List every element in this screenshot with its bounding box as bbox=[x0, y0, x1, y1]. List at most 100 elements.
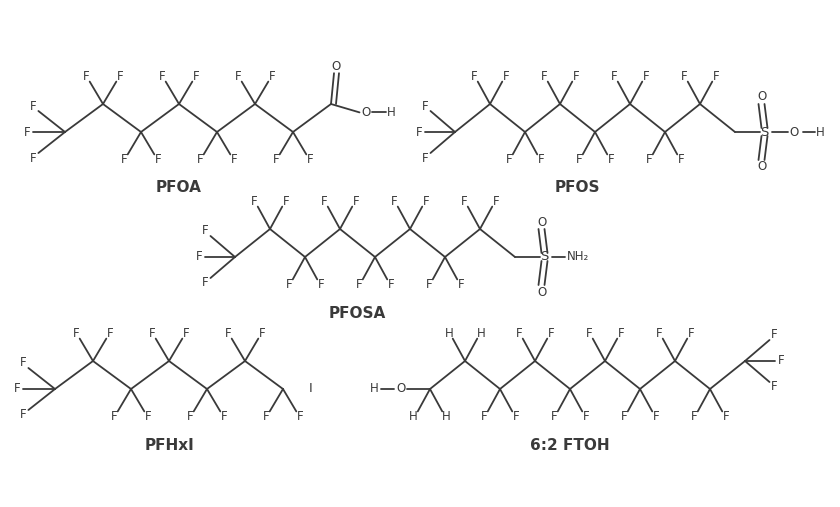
Text: O: O bbox=[538, 285, 547, 299]
Text: F: F bbox=[585, 327, 592, 340]
Text: F: F bbox=[72, 327, 79, 340]
Text: F: F bbox=[159, 70, 165, 83]
Text: O: O bbox=[331, 60, 341, 73]
Text: F: F bbox=[540, 70, 547, 83]
Text: F: F bbox=[611, 70, 617, 83]
Text: F: F bbox=[262, 410, 269, 423]
Text: F: F bbox=[548, 327, 554, 340]
Text: F: F bbox=[250, 195, 257, 208]
Text: F: F bbox=[82, 70, 89, 83]
Text: F: F bbox=[643, 70, 649, 83]
Text: F: F bbox=[231, 153, 238, 166]
Text: F: F bbox=[234, 70, 241, 83]
Text: O: O bbox=[361, 106, 370, 119]
Text: H: H bbox=[442, 410, 450, 423]
Text: F: F bbox=[655, 327, 662, 340]
Text: F: F bbox=[202, 225, 209, 237]
Text: F: F bbox=[678, 153, 685, 166]
Text: F: F bbox=[202, 276, 209, 289]
Text: F: F bbox=[771, 380, 778, 393]
Text: I: I bbox=[309, 382, 312, 395]
Text: F: F bbox=[503, 70, 510, 83]
Text: PFOA: PFOA bbox=[156, 180, 202, 196]
Text: O: O bbox=[758, 161, 767, 173]
Text: S: S bbox=[540, 250, 549, 264]
Text: F: F bbox=[110, 410, 117, 423]
Text: H: H bbox=[370, 382, 379, 395]
Text: F: F bbox=[353, 195, 360, 208]
Text: F: F bbox=[30, 152, 37, 164]
Text: F: F bbox=[283, 195, 290, 208]
Text: F: F bbox=[506, 153, 512, 166]
Text: F: F bbox=[286, 278, 292, 291]
Text: F: F bbox=[538, 153, 544, 166]
Text: F: F bbox=[688, 327, 695, 340]
Text: F: F bbox=[183, 327, 190, 340]
Text: F: F bbox=[575, 153, 582, 166]
Text: O: O bbox=[790, 126, 799, 138]
Text: F: F bbox=[388, 278, 395, 291]
Text: F: F bbox=[513, 410, 520, 423]
Text: S: S bbox=[760, 126, 769, 138]
Text: PFOSA: PFOSA bbox=[329, 306, 386, 320]
Text: F: F bbox=[516, 327, 522, 340]
Text: O: O bbox=[396, 382, 406, 395]
Text: F: F bbox=[423, 195, 429, 208]
Text: PFHxI: PFHxI bbox=[144, 438, 194, 453]
Text: F: F bbox=[13, 382, 20, 395]
Text: H: H bbox=[816, 126, 825, 138]
Text: F: F bbox=[416, 126, 423, 138]
Text: O: O bbox=[758, 91, 767, 103]
Text: F: F bbox=[320, 195, 327, 208]
Text: F: F bbox=[583, 410, 590, 423]
Text: F: F bbox=[423, 99, 428, 113]
Text: F: F bbox=[145, 410, 151, 423]
Text: F: F bbox=[259, 327, 265, 340]
Text: F: F bbox=[269, 70, 276, 83]
Text: F: F bbox=[186, 410, 193, 423]
Text: F: F bbox=[680, 70, 687, 83]
Text: F: F bbox=[778, 354, 784, 368]
Text: F: F bbox=[723, 410, 730, 423]
Text: F: F bbox=[20, 356, 27, 370]
Text: F: F bbox=[20, 409, 27, 421]
Text: F: F bbox=[224, 327, 231, 340]
Text: F: F bbox=[24, 126, 30, 138]
Text: F: F bbox=[193, 70, 200, 83]
Text: F: F bbox=[355, 278, 362, 291]
Text: F: F bbox=[621, 410, 627, 423]
Text: F: F bbox=[573, 70, 580, 83]
Text: F: F bbox=[480, 410, 487, 423]
Text: F: F bbox=[272, 153, 279, 166]
Text: F: F bbox=[653, 410, 659, 423]
Text: F: F bbox=[196, 250, 202, 264]
Text: F: F bbox=[550, 410, 557, 423]
Text: F: F bbox=[120, 153, 127, 166]
Text: F: F bbox=[197, 153, 203, 166]
Text: F: F bbox=[608, 153, 615, 166]
Text: F: F bbox=[470, 70, 477, 83]
Text: F: F bbox=[460, 195, 467, 208]
Text: F: F bbox=[771, 329, 778, 342]
Text: O: O bbox=[538, 215, 547, 229]
Text: F: F bbox=[30, 99, 37, 113]
Text: F: F bbox=[117, 70, 123, 83]
Text: NH₂: NH₂ bbox=[566, 250, 589, 264]
Text: F: F bbox=[297, 410, 303, 423]
Text: F: F bbox=[423, 152, 428, 164]
Text: F: F bbox=[307, 153, 313, 166]
Text: F: F bbox=[318, 278, 324, 291]
Text: H: H bbox=[444, 327, 453, 340]
Text: F: F bbox=[713, 70, 720, 83]
Text: F: F bbox=[107, 327, 113, 340]
Text: F: F bbox=[458, 278, 465, 291]
Text: PFOS: PFOS bbox=[554, 180, 601, 196]
Text: F: F bbox=[493, 195, 500, 208]
Text: H: H bbox=[387, 106, 396, 119]
Text: F: F bbox=[645, 153, 652, 166]
Text: 6:2 FTOH: 6:2 FTOH bbox=[530, 438, 610, 453]
Text: F: F bbox=[618, 327, 625, 340]
Text: F: F bbox=[391, 195, 397, 208]
Text: F: F bbox=[690, 410, 697, 423]
Text: F: F bbox=[221, 410, 228, 423]
